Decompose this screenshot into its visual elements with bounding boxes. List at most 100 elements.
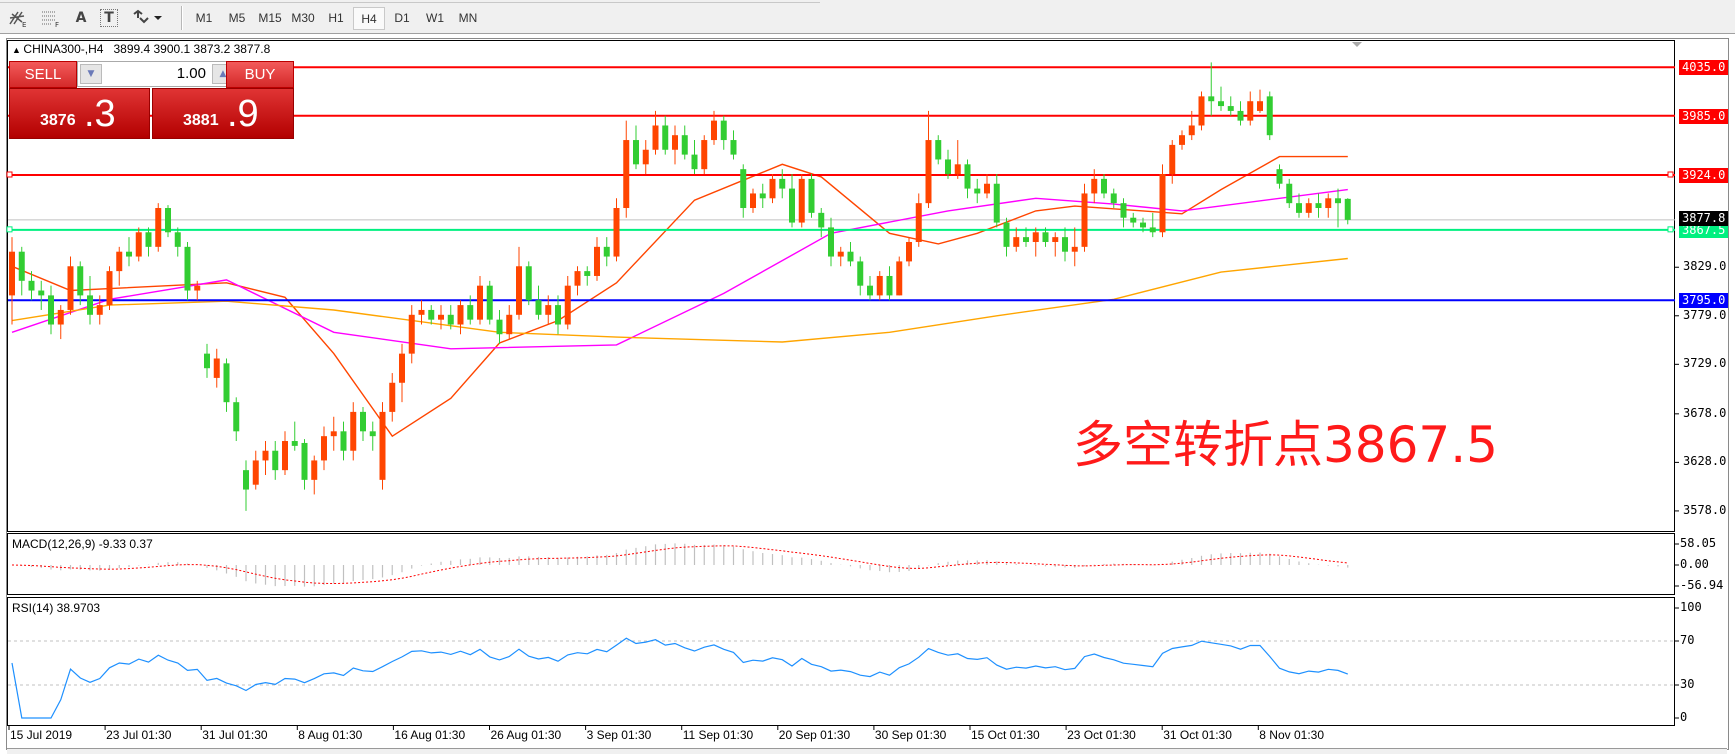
price-axis-label: 3678.0 [1683, 405, 1727, 420]
chart-tools-icon[interactable]: E [8, 8, 30, 28]
candle-bullish [984, 183, 990, 194]
candle-bearish [204, 353, 210, 369]
text-label-icon[interactable]: T [100, 9, 118, 27]
timeframe-m30-button[interactable]: M30 [291, 11, 315, 25]
candle-bullish [350, 411, 357, 451]
timeframe-h1-button[interactable]: H1 [328, 11, 344, 25]
candle-bullish [116, 251, 123, 272]
time-axis-label: 31 Oct 01:30 [1163, 728, 1232, 742]
candle-bullish [1169, 144, 1176, 175]
sell-button[interactable]: SELL [9, 61, 77, 88]
one-click-trading-panel: SELL ▼ 1.00 ▲ BUY 3876 .3 3881 .9 [9, 61, 294, 139]
candle-bearish [428, 309, 435, 320]
candle-bearish [496, 319, 503, 335]
timeframe-m1-button[interactable]: M1 [195, 11, 213, 25]
macd-axis-label: 0.00 [1680, 557, 1709, 571]
lots-value[interactable]: 1.00 [176, 65, 206, 82]
candle-bearish [233, 402, 240, 432]
sell-price-button[interactable]: 3876 .3 [9, 88, 150, 139]
candle-bullish [262, 450, 269, 461]
timeframe-mn-button[interactable]: MN [458, 11, 478, 25]
candle-bullish [1071, 246, 1078, 252]
time-axis-label: 26 Aug 01:30 [490, 728, 562, 742]
buy-price-button[interactable]: 3881 .9 [152, 88, 294, 139]
rsi-axis-label: 0 [1680, 710, 1688, 724]
candle-bearish [740, 169, 747, 209]
candle-bearish [1218, 101, 1224, 107]
candle-bearish [867, 285, 873, 296]
candle-bearish [223, 363, 230, 403]
rsi-axis-label: 30 [1680, 677, 1695, 691]
candle-bearish [272, 450, 279, 471]
moving-average-line-2 [11, 188, 1348, 350]
candle-bullish [954, 164, 961, 175]
macd-axis-label: -56.94 [1680, 578, 1724, 592]
moving-average-line-1 [11, 155, 1348, 438]
time-axis-label: 30 Sep 01:30 [874, 728, 947, 742]
candle-bullish [1032, 232, 1039, 242]
candle-bearish [360, 411, 366, 432]
candle-bullish [1305, 203, 1312, 213]
sell-price-main: 3876 [40, 112, 76, 129]
candle-bullish [438, 314, 444, 320]
candle-bullish [477, 285, 483, 320]
lots-field[interactable]: ▼ 1.00 ▲ [77, 61, 237, 87]
rsi-pane[interactable] [7, 597, 1675, 726]
candle-bearish [633, 140, 639, 165]
candle-bearish [1266, 96, 1273, 136]
candle-bearish [1296, 203, 1302, 213]
level-price-label: 3795.0 [1679, 293, 1728, 309]
candle-bullish [594, 246, 600, 276]
arrows-dropdown-icon[interactable] [130, 8, 164, 28]
candle-bullish [1052, 237, 1059, 242]
level-price-label: 3924.0 [1679, 168, 1728, 183]
candle-bullish [282, 441, 288, 471]
timeframe-d1-button[interactable]: D1 [394, 11, 410, 25]
candle-bearish [243, 470, 249, 490]
candle-bearish [935, 140, 942, 160]
candle-bullish [1188, 125, 1195, 136]
candle-bullish [906, 241, 912, 262]
candle-bullish [837, 251, 844, 257]
text-icon[interactable]: A [75, 10, 87, 26]
fibonacci-grid-icon[interactable]: F [40, 8, 62, 28]
timeframe-m15-button[interactable]: M15 [258, 11, 282, 25]
ohlc-readout: 3899.4 3900.1 3873.2 3877.8 [113, 42, 271, 56]
candle-bullish [418, 309, 425, 315]
rsi-label: RSI(14) 38.9703 [12, 601, 101, 615]
candle-bullish [564, 285, 571, 325]
price-axis-label: 3729.0 [1683, 356, 1727, 371]
candle-bearish [964, 164, 971, 189]
macd-label: MACD(12,26,9) -9.33 0.37 [12, 537, 153, 551]
timeframe-w1-button[interactable]: W1 [426, 11, 444, 25]
candle-bearish [691, 154, 698, 170]
candle-bearish [662, 125, 669, 150]
buy-button[interactable]: BUY [226, 61, 294, 88]
timeframe-m5-button[interactable]: M5 [228, 11, 246, 25]
candle-bearish [525, 266, 532, 301]
macd-axis-label: 58.05 [1680, 536, 1717, 550]
candle-bullish [194, 285, 201, 291]
candle-bearish [818, 212, 825, 228]
collapse-triangle-icon[interactable]: ▲ [12, 45, 24, 55]
level-anchor-handle [1667, 171, 1674, 178]
timeframe-h4-button[interactable]: H4 [353, 7, 385, 30]
price-axis-label: 3578.0 [1683, 502, 1727, 517]
candle-bearish [1023, 237, 1029, 242]
time-axis-label: 23 Oct 01:30 [1067, 728, 1136, 742]
candle-bullish [330, 431, 337, 437]
lots-decrease-button[interactable]: ▼ [80, 64, 102, 84]
candle-bearish [789, 188, 795, 223]
time-axis-label: 8 Nov 01:30 [1259, 728, 1325, 742]
level-anchor-handle [6, 171, 13, 178]
candle-bearish [886, 275, 893, 296]
candle-bearish [1208, 96, 1215, 102]
candle-bullish [642, 149, 649, 165]
candle-bullish [389, 382, 396, 412]
candle-bullish [896, 261, 903, 296]
symbol-name: CHINA300-,H4 [23, 42, 104, 56]
candle-bullish [135, 232, 142, 257]
moving-average-line-3 [11, 257, 1348, 343]
candle-bullish [1179, 135, 1185, 145]
rsi-line [11, 637, 1349, 719]
